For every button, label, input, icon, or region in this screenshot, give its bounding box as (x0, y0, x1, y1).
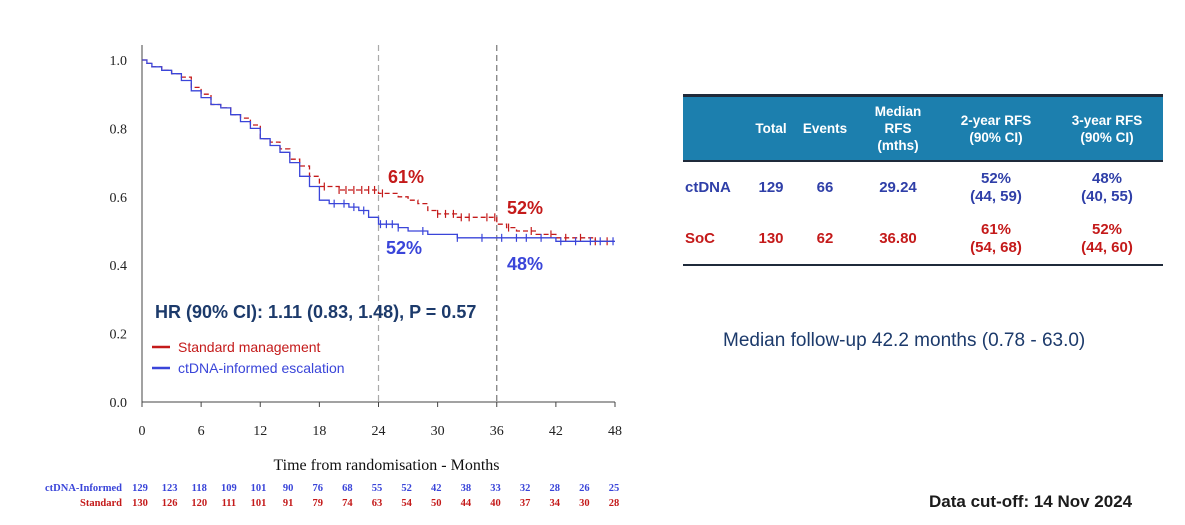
risk-count: 118 (192, 483, 207, 494)
header-events: Events (802, 121, 848, 136)
annotation-61pct-label: 61% (388, 167, 424, 187)
y-tick-label: 0.8 (110, 122, 128, 137)
risk-count: 38 (461, 483, 472, 494)
row-label: SoC (685, 229, 715, 247)
risk-count: 33 (490, 483, 501, 494)
header-median-rfs: Median RFS (mths) (874, 104, 922, 153)
risk-count: 101 (251, 498, 267, 509)
risk-count: 28 (550, 483, 561, 494)
risk-count: 68 (342, 483, 353, 494)
cell-median: 36.80 (879, 229, 917, 247)
data-cutoff-text: Data cut-off: 14 Nov 2024 (929, 492, 1133, 511)
risk-row-label: Standard (80, 498, 122, 509)
header-2yr-rfs: 2-year RFS (90% CI) (960, 112, 1032, 145)
risk-count: 126 (162, 498, 178, 509)
annotation-48pct-label: 48% (507, 254, 543, 274)
rfs-summary-table: Total Events Median RFS (mths) 2-year RF… (683, 94, 1163, 266)
cell-events: 66 (816, 178, 834, 196)
y-tick-label: 0.2 (110, 328, 128, 343)
risk-count: 129 (132, 483, 148, 494)
km-chart: 0.0 0.2 0.4 0.6 0.8 1.0 0 6 12 18 24 30 36 42 48 Time f… (45, 45, 622, 509)
annotation-52pct-label: 52% (386, 238, 422, 258)
cell-total: 130 (758, 229, 784, 247)
risk-count: 44 (461, 498, 472, 509)
table-row-soc: SoC 130 62 36.80 61% (54, 68) 52% (44, 6… (683, 213, 1163, 265)
y-tick-label: 0.6 (110, 191, 128, 206)
risk-count: 32 (520, 483, 531, 494)
risk-count: 30 (579, 498, 590, 509)
risk-count: 52 (401, 483, 412, 494)
x-tick-label: 18 (312, 424, 326, 439)
hazard-ratio-text: HR (90% CI): 1.11 (0.83, 1.48), P = 0.57 (155, 302, 476, 322)
risk-count: 25 (609, 483, 620, 494)
x-tick-label: 36 (490, 424, 504, 439)
y-tick-label: 0.0 (110, 396, 128, 411)
risk-count: 74 (342, 498, 353, 509)
x-tick-label: 30 (431, 424, 445, 439)
x-tick-label: 42 (549, 424, 563, 439)
cell-2yr: 61% (54, 68) (970, 220, 1022, 256)
risk-count: 130 (132, 498, 148, 509)
y-tick-label: 0.4 (110, 259, 128, 274)
header-3yr-rfs: 3-year RFS (90% CI) (1071, 112, 1143, 145)
x-tick-label: 24 (372, 424, 386, 439)
legend-label: Standard management (178, 339, 321, 355)
row-label: ctDNA (685, 178, 731, 196)
risk-count: 91 (283, 498, 294, 509)
y-tick-label: 1.0 (110, 54, 128, 69)
risk-count: 54 (401, 498, 412, 509)
x-tick-label: 6 (198, 424, 205, 439)
header-blank (683, 96, 747, 162)
risk-count: 37 (520, 498, 531, 509)
risk-count: 120 (191, 498, 207, 509)
cell-3yr: 48% (40, 55) (1081, 169, 1133, 205)
risk-row-label: ctDNA-Informed (45, 483, 122, 494)
x-tick-label: 0 (139, 424, 146, 439)
cell-median: 29.24 (879, 178, 917, 196)
risk-count: 101 (251, 483, 267, 494)
cell-events: 62 (816, 229, 834, 247)
legend-label: ctDNA-informed escalation (178, 360, 345, 376)
table-header-row: Total Events Median RFS (mths) 2-year RF… (683, 95, 1163, 162)
cell-2yr: 52% (44, 59) (970, 169, 1022, 205)
risk-count: 109 (221, 483, 237, 494)
x-tick-label: 48 (608, 424, 622, 439)
risk-count: 34 (550, 498, 561, 509)
cell-total: 129 (758, 178, 784, 196)
risk-count: 123 (162, 483, 178, 494)
x-axis-label: Time from randomisation - Months (273, 457, 499, 474)
risk-count: 111 (222, 498, 237, 509)
risk-count: 76 (313, 483, 324, 494)
risk-count: 63 (372, 498, 383, 509)
risk-count: 42 (431, 483, 442, 494)
risk-count: 50 (431, 498, 442, 509)
risk-count: 40 (490, 498, 501, 509)
risk-count: 26 (579, 483, 590, 494)
median-followup-text: Median follow-up 42.2 months (0.78 - 63.… (723, 330, 1086, 351)
risk-count: 28 (609, 498, 620, 509)
risk-count: 90 (283, 483, 294, 494)
risk-count: 55 (372, 483, 383, 494)
x-tick-label: 12 (253, 424, 267, 439)
risk-count: 79 (313, 498, 324, 509)
table-row-ctdna: ctDNA 129 66 29.24 52% (44, 59) 48% (40,… (683, 161, 1163, 213)
annotation-52pct-label: 52% (507, 198, 543, 218)
cell-3yr: 52% (44, 60) (1081, 220, 1133, 256)
header-total: Total (755, 121, 787, 136)
